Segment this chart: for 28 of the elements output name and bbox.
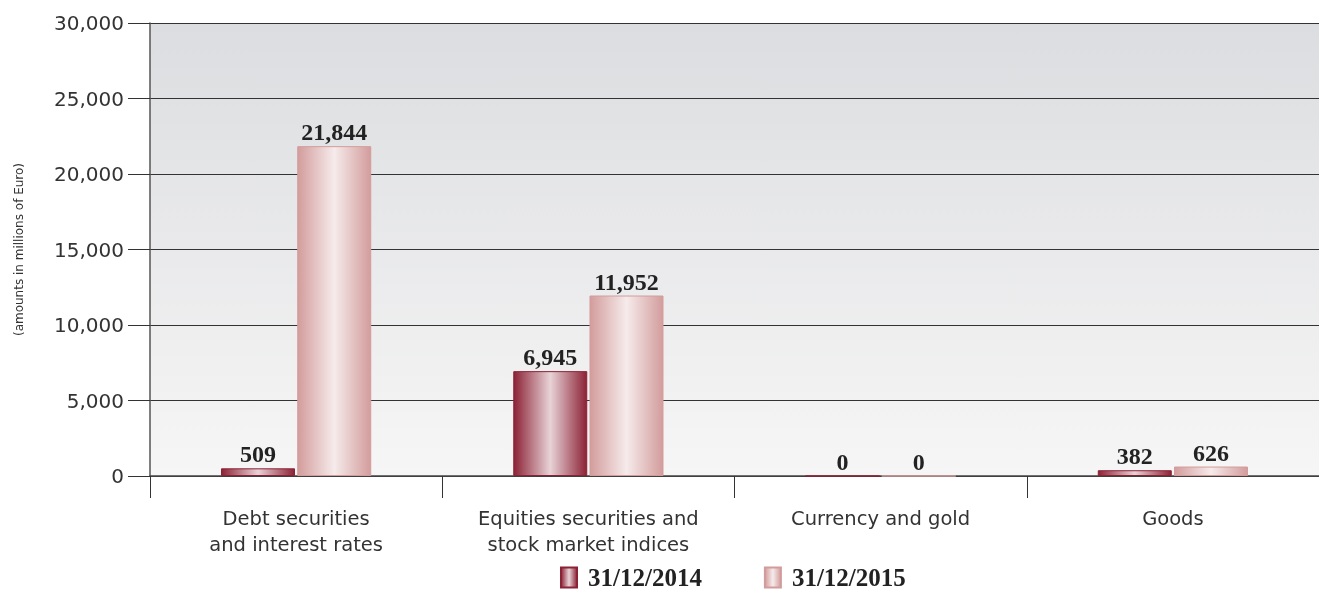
data-label: 509 [240,441,277,468]
y-tick-label: 15,000 [54,237,124,262]
bar [297,146,372,476]
data-label: 6,945 [523,344,578,371]
y-tick-label: 30,000 [54,11,124,35]
data-label: 11,952 [594,268,659,295]
x-tick-label: Debt securities and interest rates [209,506,383,556]
x-tick-label: Goods [1142,506,1204,530]
y-tick-label: 20,000 [54,162,124,186]
data-label: 382 [1116,443,1153,470]
x-tick-label: Currency and gold [791,506,971,530]
legend-label: 31/12/2015 [791,564,906,591]
y-tick-label: 10,000 [54,313,124,337]
bar [1173,466,1248,476]
bar [513,371,588,476]
legend-label: 31/12/2014 [588,564,703,591]
data-label: 626 [1192,439,1229,466]
data-label: 0 [836,448,849,475]
y-tick-label: 5,000 [66,388,124,413]
bar [221,468,296,476]
bar [1097,470,1172,476]
x-tick-label: Equities securities and stock market indices [478,506,699,556]
data-label: 21,844 [301,119,368,146]
y-tick-label: 0 [111,464,124,488]
data-label: 0 [912,448,925,475]
y-axis-title: (amounts in millions of Euro) [12,162,26,337]
bar [589,295,664,476]
y-tick-label: 25,000 [54,86,124,111]
